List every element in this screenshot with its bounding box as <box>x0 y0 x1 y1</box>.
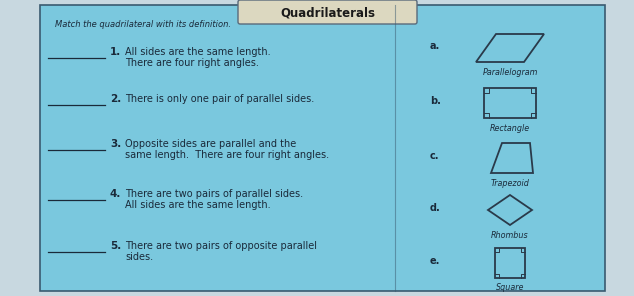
Text: All sides are the same length.: All sides are the same length. <box>125 200 271 210</box>
Polygon shape <box>476 34 544 62</box>
Text: There are two pairs of parallel sides.: There are two pairs of parallel sides. <box>125 189 303 199</box>
Polygon shape <box>488 195 532 225</box>
Polygon shape <box>495 248 525 278</box>
Polygon shape <box>491 143 533 173</box>
Text: sides.: sides. <box>125 252 153 262</box>
Text: Parallelogram: Parallelogram <box>482 67 538 76</box>
Text: 4.: 4. <box>110 189 121 199</box>
Text: 1.: 1. <box>110 47 121 57</box>
Text: Quadrilaterals: Quadrilaterals <box>280 7 375 20</box>
Text: Square: Square <box>496 284 524 292</box>
FancyBboxPatch shape <box>238 0 417 24</box>
Text: c.: c. <box>430 151 439 161</box>
Polygon shape <box>484 88 536 118</box>
Text: 2.: 2. <box>110 94 121 104</box>
Text: 5.: 5. <box>110 241 121 251</box>
Text: Rectangle: Rectangle <box>490 123 530 133</box>
Text: There is only one pair of parallel sides.: There is only one pair of parallel sides… <box>125 94 314 104</box>
Text: There are two pairs of opposite parallel: There are two pairs of opposite parallel <box>125 241 317 251</box>
Text: Match the quadrilateral with its definition.: Match the quadrilateral with its definit… <box>55 20 231 28</box>
Text: d.: d. <box>430 203 441 213</box>
Text: Rhombus: Rhombus <box>491 231 529 239</box>
Bar <box>40 5 605 291</box>
Text: same length.  There are four right angles.: same length. There are four right angles… <box>125 150 329 160</box>
Text: Trapezoid: Trapezoid <box>491 178 529 187</box>
Bar <box>40 5 605 291</box>
Text: b.: b. <box>430 96 441 106</box>
Text: 3.: 3. <box>110 139 121 149</box>
Text: Opposite sides are parallel and the: Opposite sides are parallel and the <box>125 139 296 149</box>
Text: All sides are the same length.: All sides are the same length. <box>125 47 271 57</box>
Text: a.: a. <box>430 41 440 51</box>
Text: There are four right angles.: There are four right angles. <box>125 58 259 68</box>
Text: e.: e. <box>430 256 441 266</box>
